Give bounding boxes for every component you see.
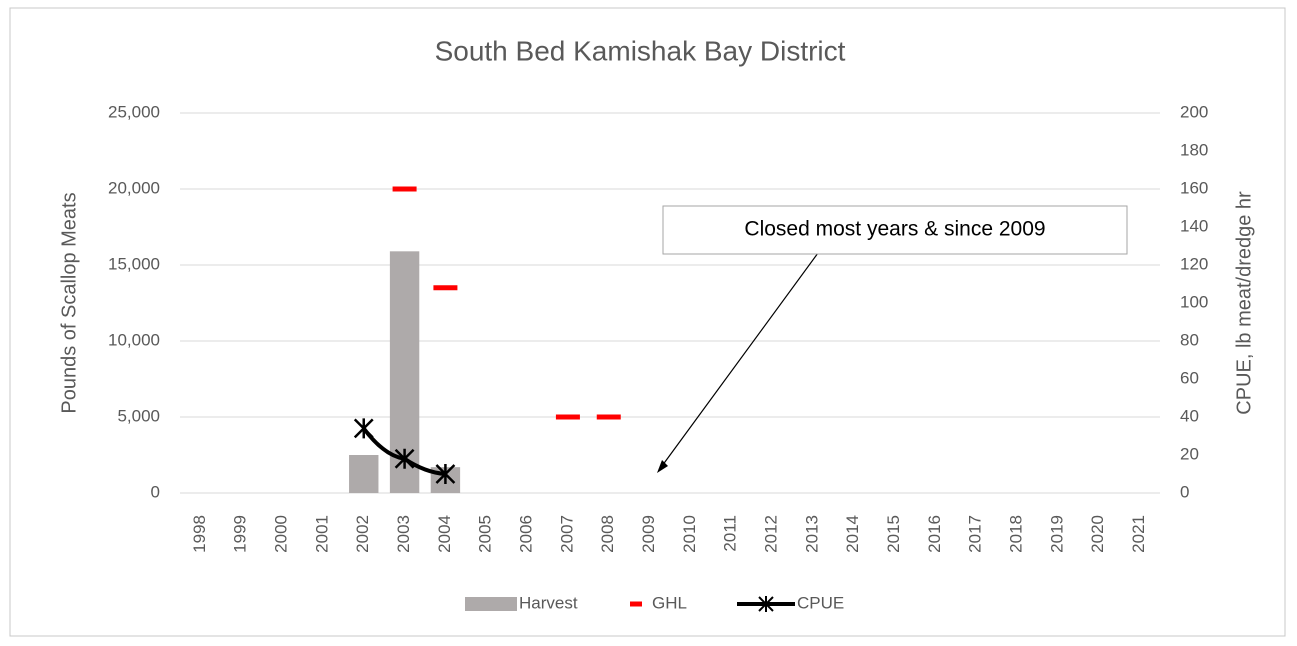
y2-tick-label: 60 (1180, 368, 1199, 387)
y2-tick-label: 20 (1180, 444, 1199, 463)
y2-tick-label: 0 (1180, 482, 1189, 501)
x-tick-label: 2013 (802, 515, 821, 553)
x-tick-label: 2020 (1088, 515, 1107, 553)
x-tick-label: 2003 (394, 515, 413, 553)
x-tick-label: 2007 (557, 515, 576, 553)
cpue-marker (353, 418, 374, 439)
annotation: Closed most years & since 2009 (744, 218, 1045, 241)
bar (349, 455, 379, 493)
x-tick-label: 2017 (966, 515, 985, 553)
x-tick-label: 2018 (1007, 515, 1026, 553)
legend-swatch (465, 597, 517, 611)
x-tick-label: 2012 (762, 515, 781, 553)
y2-tick-label: 200 (1180, 102, 1208, 121)
cpue-marker (394, 448, 415, 469)
legend-label: CPUE (797, 593, 844, 612)
x-tick-label: 2009 (639, 515, 658, 553)
x-tick-label: 2000 (272, 515, 291, 553)
y-tick-label: 5,000 (117, 406, 160, 425)
y2-tick-label: 180 (1180, 140, 1208, 159)
arrow-head (657, 460, 668, 473)
y-tick-label: 10,000 (108, 330, 160, 349)
legend-label: Harvest (519, 593, 578, 612)
x-tick-label: 2010 (680, 515, 699, 553)
x-tick-label: 1999 (231, 515, 250, 553)
y2-tick-label: 140 (1180, 216, 1208, 235)
y2-tick-label: 120 (1180, 254, 1208, 273)
y2-tick-label: 160 (1180, 178, 1208, 197)
y2-tick-label: 40 (1180, 406, 1199, 425)
y2-axis-label: CPUE, lb meat/dredge hr (1233, 191, 1255, 415)
x-tick-label: 2002 (353, 515, 372, 553)
y-tick-label: 0 (151, 482, 160, 501)
annotation-arrow (661, 252, 819, 467)
cpue-marker (435, 464, 456, 484)
x-tick-label: 2021 (1129, 515, 1148, 553)
x-tick-label: 2008 (598, 515, 617, 553)
y-axis-label: Pounds of Scallop Meats (58, 192, 80, 413)
y-tick-label: 20,000 (108, 178, 160, 197)
legend-marker (758, 596, 774, 612)
x-tick-label: 2001 (312, 515, 331, 553)
x-tick-label: 2011 (721, 515, 740, 552)
x-tick-label: 2016 (925, 515, 944, 553)
plot-area: 0 5,000 10,000 15,000 20,000 25,000 0 20 40 60 80 1… (108, 102, 1208, 612)
annotation-box (662, 205, 1128, 255)
y-tick-label: 15,000 (108, 254, 160, 273)
x-tick-label: 2015 (884, 515, 903, 553)
y2-tick-label: 100 (1180, 292, 1208, 311)
legend-label: GHL (652, 593, 687, 612)
y2-tick-label: 80 (1180, 330, 1199, 349)
y-tick-label: 25,000 (108, 102, 160, 121)
x-tick-label: 1998 (190, 515, 209, 553)
x-tick-label: 2014 (843, 515, 862, 553)
x-tick-label: 2006 (517, 515, 536, 553)
x-tick-label: 2005 (476, 515, 495, 553)
chart-title: South Bed Kamishak Bay District (435, 35, 846, 66)
x-tick-label: 2019 (1047, 515, 1066, 553)
x-tick-label: 2004 (435, 515, 454, 553)
